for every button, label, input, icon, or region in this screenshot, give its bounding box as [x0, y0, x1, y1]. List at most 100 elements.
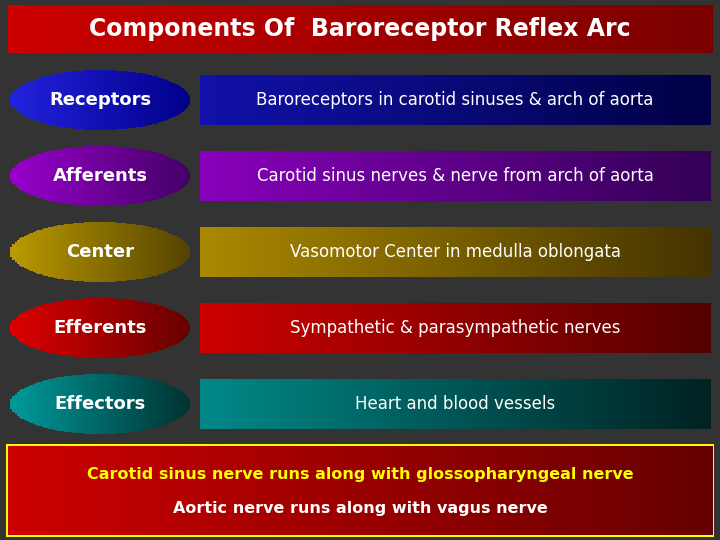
Bar [40, 382, 42, 427]
Bar [19, 5, 26, 53]
Bar [73, 71, 76, 129]
Bar [43, 446, 50, 535]
Bar [430, 379, 434, 429]
Bar [536, 5, 542, 53]
Bar [276, 227, 282, 277]
Bar [234, 227, 239, 277]
Bar [319, 379, 324, 429]
Bar [17, 87, 19, 112]
Bar [158, 382, 161, 427]
Bar [688, 446, 695, 535]
Bar [143, 226, 145, 278]
Bar [357, 151, 362, 201]
Bar [136, 148, 138, 204]
Bar [417, 75, 421, 125]
Bar [544, 227, 549, 277]
Bar [96, 446, 102, 535]
Bar [19, 86, 22, 114]
Bar [161, 230, 163, 274]
Bar [64, 376, 66, 431]
Bar [225, 151, 230, 201]
Bar [104, 298, 107, 358]
Text: Aortic nerve runs along with vagus nerve: Aortic nerve runs along with vagus nerve [173, 501, 547, 516]
Bar [156, 305, 159, 351]
Bar [706, 75, 711, 125]
Bar [430, 303, 434, 353]
Bar [152, 380, 154, 428]
Bar [518, 446, 525, 535]
Bar [408, 303, 413, 353]
Bar [188, 247, 190, 256]
Bar [179, 162, 181, 190]
Bar [383, 151, 387, 201]
Bar [156, 381, 159, 427]
Bar [638, 303, 642, 353]
Bar [217, 303, 222, 353]
Bar [150, 227, 152, 277]
Bar [156, 229, 159, 275]
Bar [89, 222, 91, 282]
Bar [268, 227, 273, 277]
Bar [243, 379, 247, 429]
Bar [114, 222, 116, 281]
Bar [17, 240, 19, 264]
Bar [266, 5, 272, 53]
Bar [272, 151, 277, 201]
Bar [256, 151, 260, 201]
Bar [451, 379, 456, 429]
Bar [30, 157, 33, 195]
Bar [672, 379, 677, 429]
Bar [96, 5, 102, 53]
Bar [630, 5, 636, 53]
Bar [174, 235, 177, 268]
Bar [348, 303, 354, 353]
Bar [132, 376, 134, 432]
Bar [395, 151, 400, 201]
Bar [204, 151, 209, 201]
Bar [243, 5, 249, 53]
Bar [460, 446, 466, 535]
Bar [140, 73, 143, 126]
Bar [152, 76, 154, 124]
Bar [507, 5, 513, 53]
Bar [323, 75, 328, 125]
Bar [19, 162, 22, 190]
Bar [524, 446, 531, 535]
Bar [266, 446, 272, 535]
Bar [260, 446, 266, 535]
Bar [154, 380, 156, 428]
Bar [621, 151, 626, 201]
Bar [184, 318, 186, 339]
Bar [26, 234, 28, 269]
Bar [336, 151, 341, 201]
Bar [685, 75, 689, 125]
Bar [66, 300, 69, 356]
Bar [332, 151, 336, 201]
Bar [248, 5, 255, 53]
Bar [17, 316, 19, 340]
Bar [40, 230, 42, 274]
Bar [285, 227, 289, 277]
Bar [66, 148, 69, 204]
Bar [118, 147, 120, 205]
Bar [582, 151, 588, 201]
Bar [234, 379, 239, 429]
Bar [647, 379, 651, 429]
Bar [209, 227, 213, 277]
Bar [202, 446, 208, 535]
Bar [186, 168, 188, 184]
Bar [616, 75, 621, 125]
Bar [170, 158, 172, 194]
Bar [82, 299, 84, 357]
Bar [179, 314, 181, 342]
Bar [578, 379, 583, 429]
Bar [448, 5, 454, 53]
Bar [24, 160, 26, 192]
Bar [606, 446, 613, 535]
Bar [408, 227, 413, 277]
Bar [62, 148, 64, 204]
Bar [78, 223, 80, 281]
Bar [468, 303, 472, 353]
Bar [22, 313, 24, 343]
Bar [179, 390, 181, 418]
